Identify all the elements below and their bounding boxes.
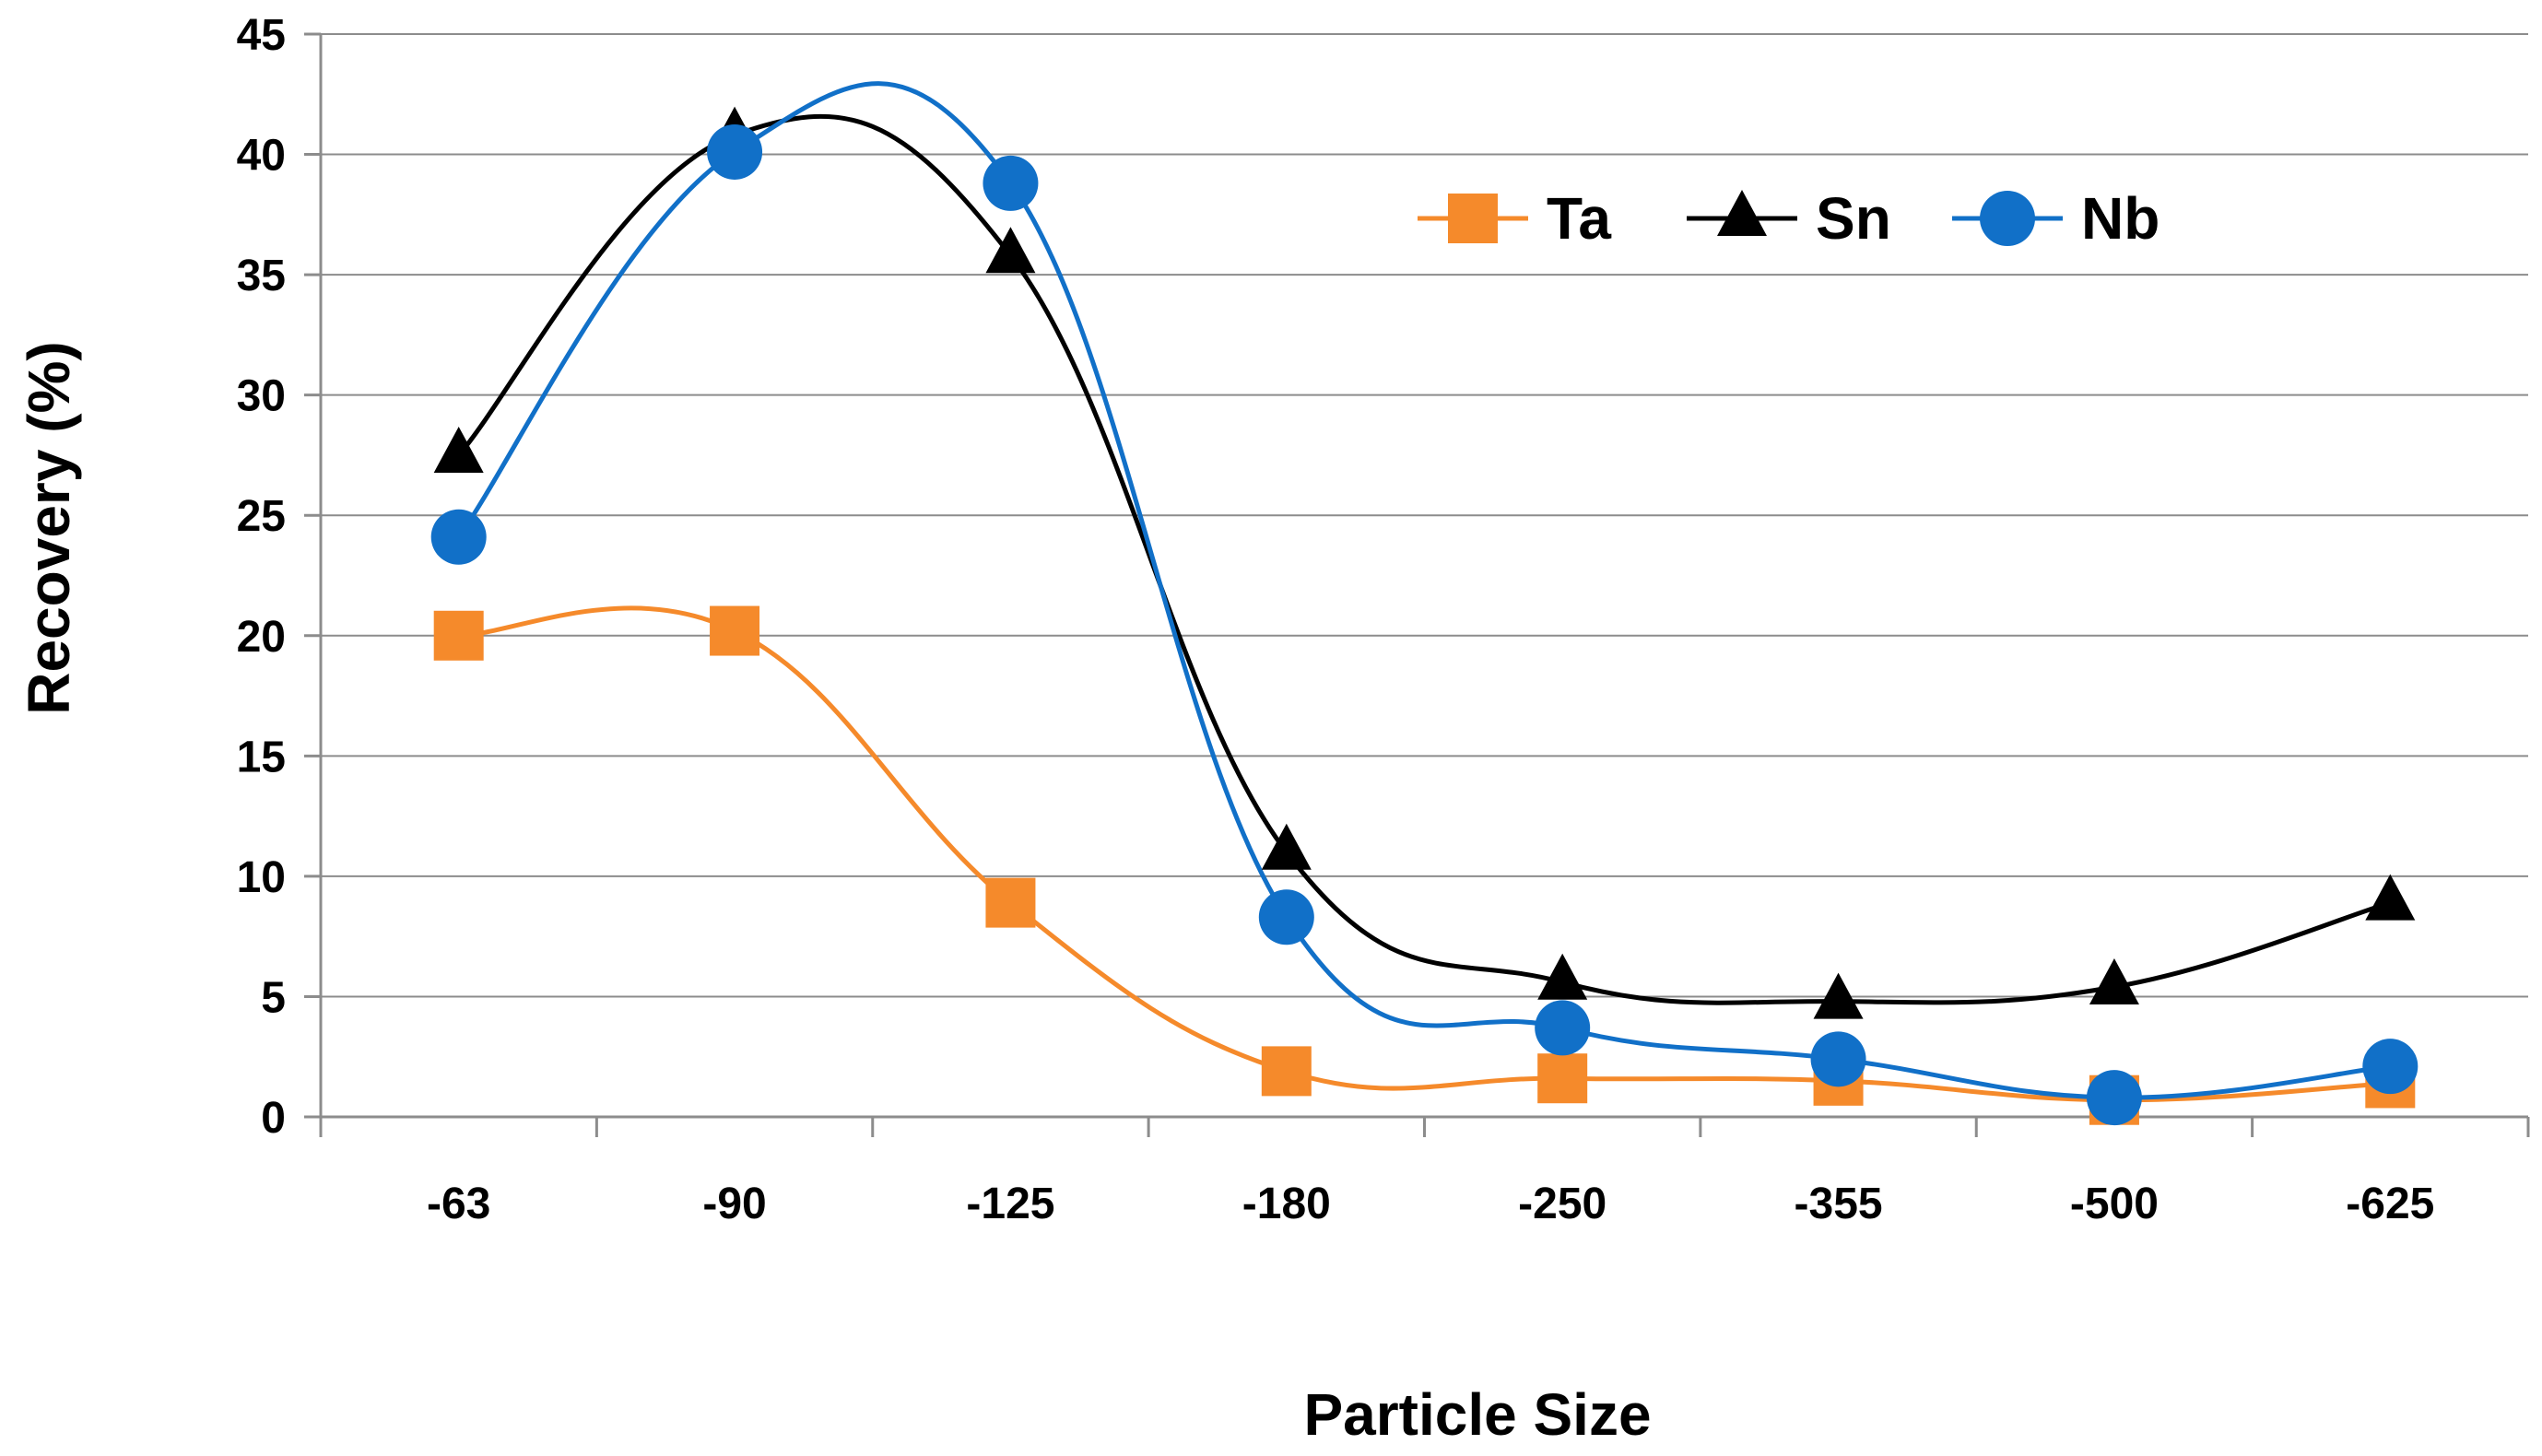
x-axis-title: Particle Size: [1303, 1381, 1651, 1448]
x-tick-label: -500: [2070, 1180, 2159, 1228]
series-line-sn: [456, 113, 2392, 1005]
y-tick-label: 45: [237, 11, 286, 60]
y-tick-label: 35: [237, 252, 286, 300]
data-point-nb: [430, 509, 487, 565]
data-point-nb: [2362, 1039, 2418, 1095]
legend-label-nb: Nb: [2081, 185, 2160, 252]
x-tick-label: -180: [1242, 1180, 1331, 1228]
data-point-sn: [1813, 972, 1864, 1019]
data-point-sn: [985, 227, 1036, 274]
data-point-nb: [1258, 889, 1314, 945]
x-tick-label: -125: [966, 1180, 1054, 1228]
y-tick-label: 20: [237, 613, 286, 662]
legend-label-sn: Sn: [1816, 185, 1891, 252]
y-tick-label: 30: [237, 372, 286, 421]
data-point-nb: [983, 155, 1039, 211]
data-point-nb: [707, 123, 763, 180]
axes: 0 5 10 15 20 25 30 35 40 45 -63 -90 -125 -180 -250 -355…: [237, 11, 2530, 1228]
x-tick-label: -625: [2346, 1180, 2434, 1228]
y-axis-title: Recovery (%): [16, 341, 82, 715]
x-tick-label: -355: [1795, 1180, 1883, 1228]
data-point-sn: [433, 426, 484, 473]
legend: Ta Sn Nb: [1418, 185, 2160, 252]
y-tick-label: 25: [237, 492, 286, 541]
data-point-sn: [2365, 874, 2416, 921]
data-point-ta: [1537, 1053, 1588, 1104]
data-point-nb: [1535, 1000, 1591, 1056]
legend-marker-nb: [1980, 191, 2035, 246]
series-line-ta: [458, 605, 2391, 1103]
data-point-sn: [2089, 958, 2139, 1004]
y-tick-label: 0: [261, 1094, 286, 1143]
x-tick-label: -90: [702, 1180, 766, 1228]
data-point-ta: [985, 877, 1036, 928]
data-point-nb: [1810, 1031, 1866, 1087]
legend-marker-ta: [1448, 194, 1498, 243]
x-tick-label: -63: [427, 1180, 490, 1228]
y-tick-label: 10: [237, 853, 286, 902]
data-point-ta: [710, 605, 760, 656]
y-tick-label: 15: [237, 733, 286, 781]
data-point-sn: [1261, 823, 1312, 870]
series-markers: [430, 106, 2418, 1126]
legend-label-ta: Ta: [1547, 185, 1611, 252]
y-tick-label: 5: [261, 973, 286, 1022]
y-tick-label: 40: [237, 132, 286, 181]
gridlines: [321, 33, 2528, 998]
legend-marker-sn: [1717, 190, 1767, 236]
data-point-nb: [2086, 1070, 2142, 1126]
data-point-ta: [1261, 1046, 1312, 1097]
x-tick-label: -250: [1518, 1180, 1606, 1228]
data-point-ta: [433, 610, 484, 661]
data-point-sn: [1537, 953, 1588, 1000]
